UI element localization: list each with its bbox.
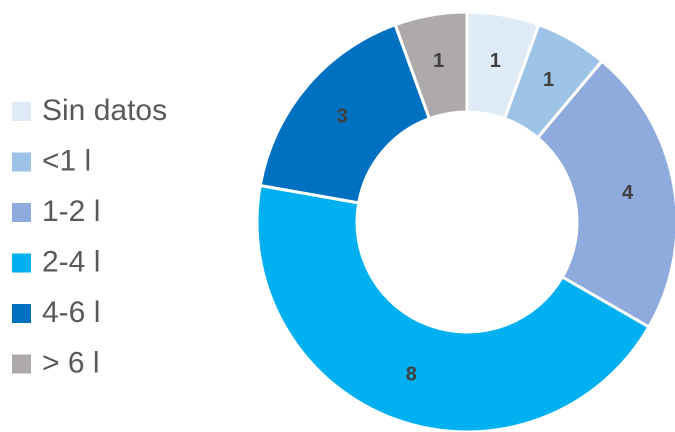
- legend-swatch: [12, 203, 31, 222]
- legend-label: > 6 l: [42, 346, 100, 379]
- data-label: 4: [622, 182, 634, 204]
- donut-slice: [535, 59, 675, 330]
- legend-label: 2-4 l: [42, 245, 100, 278]
- donut-slice: [258, 22, 432, 205]
- legend-swatch: [12, 102, 31, 121]
- donut-slice: [255, 183, 651, 432]
- legend-swatch: [12, 354, 31, 374]
- legend-swatch: [12, 304, 31, 323]
- legend-label: 1-2 l: [42, 195, 100, 228]
- data-label: 3: [337, 106, 348, 128]
- data-label: 1: [490, 50, 501, 72]
- data-label: 8: [406, 363, 417, 385]
- legend-swatch: [12, 253, 31, 273]
- data-label: 1: [433, 50, 444, 72]
- data-label: 1: [543, 69, 554, 91]
- donut-slice: [393, 10, 469, 121]
- legend-label: <1 l: [42, 144, 91, 177]
- legend-label: 4-6 l: [42, 296, 100, 329]
- legend-label: Sin datos: [42, 94, 167, 127]
- legend-swatch: [12, 152, 31, 172]
